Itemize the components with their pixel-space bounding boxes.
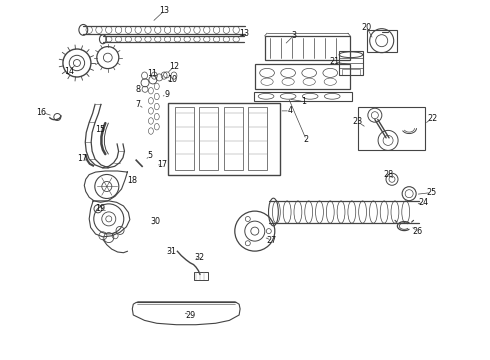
Text: 27: 27 bbox=[267, 236, 277, 245]
Text: 4: 4 bbox=[288, 107, 293, 115]
Bar bbox=[248, 107, 267, 170]
Text: 5: 5 bbox=[147, 151, 152, 160]
Text: 17: 17 bbox=[77, 154, 87, 163]
Bar bbox=[194, 272, 208, 280]
Text: 22: 22 bbox=[427, 114, 437, 122]
Text: 32: 32 bbox=[195, 253, 205, 262]
Text: 24: 24 bbox=[419, 198, 429, 207]
Text: 20: 20 bbox=[362, 22, 371, 31]
Text: 9: 9 bbox=[164, 90, 169, 99]
Text: 18: 18 bbox=[127, 176, 137, 185]
Text: 1: 1 bbox=[301, 97, 306, 106]
Text: 13: 13 bbox=[239, 29, 249, 37]
Text: 13: 13 bbox=[159, 6, 169, 15]
Text: 21: 21 bbox=[329, 57, 339, 66]
Text: 30: 30 bbox=[151, 217, 161, 226]
Text: 31: 31 bbox=[167, 247, 176, 256]
Text: 25: 25 bbox=[426, 188, 436, 197]
Text: 11: 11 bbox=[147, 69, 157, 78]
Bar bbox=[199, 107, 218, 170]
Text: 3: 3 bbox=[292, 31, 296, 40]
Text: 2: 2 bbox=[304, 135, 309, 144]
Bar bbox=[255, 64, 350, 89]
Text: 29: 29 bbox=[185, 310, 195, 320]
Text: 23: 23 bbox=[353, 117, 363, 126]
Bar bbox=[358, 107, 425, 150]
Bar bbox=[339, 51, 363, 75]
Bar bbox=[168, 103, 280, 175]
Bar bbox=[175, 107, 194, 170]
Text: 17: 17 bbox=[158, 161, 168, 169]
Text: 16: 16 bbox=[37, 108, 47, 117]
Text: 15: 15 bbox=[96, 125, 105, 134]
Text: 7: 7 bbox=[136, 100, 141, 109]
Bar bbox=[224, 107, 243, 170]
Text: 14: 14 bbox=[65, 67, 74, 76]
Bar bbox=[367, 30, 397, 52]
Text: 26: 26 bbox=[413, 227, 422, 236]
Text: 28: 28 bbox=[383, 170, 393, 179]
Text: 10: 10 bbox=[168, 75, 177, 84]
Bar bbox=[254, 92, 352, 101]
Text: 8: 8 bbox=[136, 85, 141, 94]
Text: 12: 12 bbox=[169, 62, 179, 71]
Bar bbox=[342, 69, 360, 75]
Bar bbox=[265, 36, 350, 60]
Text: 19: 19 bbox=[96, 204, 105, 213]
